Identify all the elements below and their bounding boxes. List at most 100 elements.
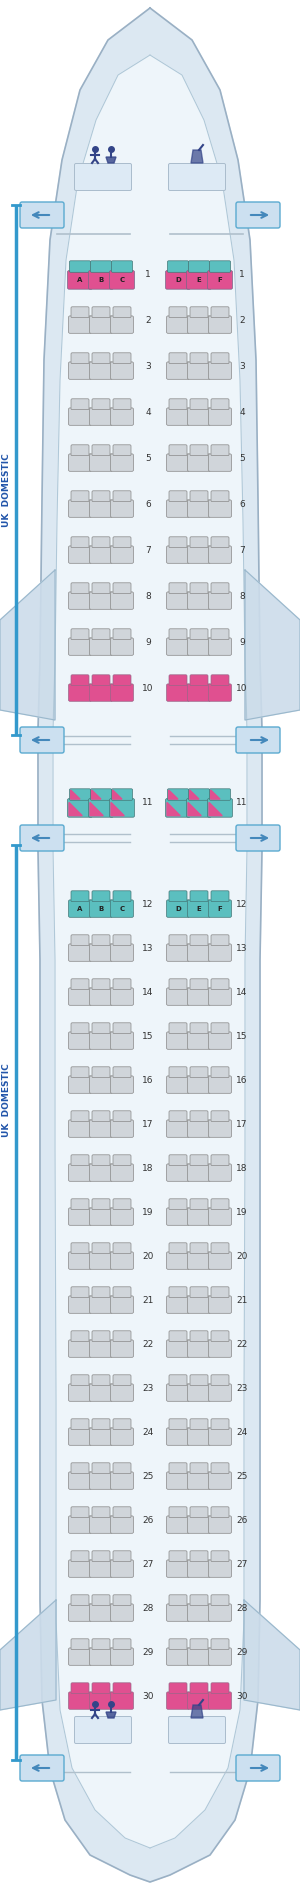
FancyBboxPatch shape (188, 637, 211, 656)
Polygon shape (191, 151, 203, 162)
FancyBboxPatch shape (113, 1287, 131, 1297)
FancyBboxPatch shape (167, 1120, 190, 1137)
FancyBboxPatch shape (211, 1463, 229, 1474)
Text: 4: 4 (145, 407, 151, 417)
FancyBboxPatch shape (190, 490, 208, 501)
FancyBboxPatch shape (208, 1472, 232, 1489)
Text: 18: 18 (142, 1163, 154, 1172)
Polygon shape (106, 156, 116, 162)
FancyBboxPatch shape (208, 1076, 232, 1093)
FancyBboxPatch shape (110, 1561, 134, 1578)
FancyBboxPatch shape (68, 1252, 92, 1269)
FancyBboxPatch shape (190, 1419, 208, 1429)
FancyBboxPatch shape (211, 1199, 229, 1210)
FancyBboxPatch shape (89, 944, 112, 961)
FancyBboxPatch shape (71, 1110, 89, 1122)
FancyBboxPatch shape (190, 1156, 208, 1165)
FancyBboxPatch shape (236, 202, 280, 228)
FancyBboxPatch shape (188, 1163, 211, 1182)
FancyBboxPatch shape (190, 307, 208, 317)
Text: D: D (175, 905, 181, 912)
FancyBboxPatch shape (167, 547, 190, 564)
FancyBboxPatch shape (92, 675, 110, 686)
FancyBboxPatch shape (68, 799, 92, 818)
FancyBboxPatch shape (169, 582, 187, 594)
Text: 14: 14 (142, 988, 154, 997)
FancyBboxPatch shape (167, 500, 190, 516)
FancyBboxPatch shape (110, 1693, 134, 1710)
Text: 8: 8 (145, 592, 151, 601)
FancyBboxPatch shape (68, 547, 92, 564)
Text: 23: 23 (236, 1384, 248, 1393)
FancyBboxPatch shape (188, 1516, 211, 1533)
Text: E: E (196, 905, 201, 912)
FancyBboxPatch shape (71, 1067, 89, 1078)
FancyBboxPatch shape (167, 592, 190, 609)
FancyBboxPatch shape (169, 490, 187, 501)
FancyBboxPatch shape (71, 1374, 89, 1385)
FancyBboxPatch shape (208, 1384, 232, 1401)
Text: 28: 28 (142, 1604, 154, 1612)
Polygon shape (106, 1712, 116, 1717)
Text: 11: 11 (142, 797, 154, 807)
FancyBboxPatch shape (92, 1067, 110, 1078)
FancyBboxPatch shape (89, 500, 112, 516)
FancyBboxPatch shape (92, 1551, 110, 1561)
FancyBboxPatch shape (92, 582, 110, 594)
FancyBboxPatch shape (113, 1683, 131, 1693)
FancyBboxPatch shape (89, 1163, 112, 1182)
FancyBboxPatch shape (211, 935, 229, 946)
FancyBboxPatch shape (167, 1561, 190, 1578)
FancyBboxPatch shape (166, 271, 190, 288)
FancyBboxPatch shape (211, 1110, 229, 1122)
FancyBboxPatch shape (209, 788, 231, 801)
FancyBboxPatch shape (20, 1755, 64, 1781)
FancyBboxPatch shape (68, 1120, 92, 1137)
Polygon shape (53, 55, 247, 1847)
FancyBboxPatch shape (71, 1287, 89, 1297)
FancyBboxPatch shape (113, 1506, 131, 1517)
FancyBboxPatch shape (208, 1647, 232, 1664)
FancyBboxPatch shape (211, 630, 229, 639)
FancyBboxPatch shape (71, 1463, 89, 1474)
FancyBboxPatch shape (113, 1024, 131, 1033)
FancyBboxPatch shape (71, 490, 89, 501)
FancyBboxPatch shape (190, 675, 208, 686)
FancyBboxPatch shape (113, 537, 131, 549)
FancyBboxPatch shape (169, 445, 187, 456)
Text: 5: 5 (239, 454, 245, 462)
FancyBboxPatch shape (208, 684, 232, 701)
FancyBboxPatch shape (91, 260, 112, 271)
FancyBboxPatch shape (169, 1683, 187, 1693)
Text: 10: 10 (142, 684, 154, 692)
FancyBboxPatch shape (68, 1604, 92, 1621)
Text: 3: 3 (145, 362, 151, 371)
FancyBboxPatch shape (208, 407, 232, 426)
FancyBboxPatch shape (92, 1374, 110, 1385)
FancyBboxPatch shape (208, 1429, 232, 1446)
FancyBboxPatch shape (110, 1163, 134, 1182)
FancyBboxPatch shape (110, 500, 134, 516)
FancyBboxPatch shape (211, 1374, 229, 1385)
FancyBboxPatch shape (167, 1384, 190, 1401)
FancyBboxPatch shape (92, 892, 110, 901)
FancyBboxPatch shape (209, 260, 231, 271)
FancyBboxPatch shape (188, 1076, 211, 1093)
FancyBboxPatch shape (113, 445, 131, 456)
Text: 20: 20 (236, 1252, 248, 1261)
FancyBboxPatch shape (89, 988, 112, 1005)
FancyBboxPatch shape (92, 1331, 110, 1342)
Text: 1: 1 (239, 270, 245, 279)
FancyBboxPatch shape (208, 1252, 232, 1269)
FancyBboxPatch shape (110, 547, 134, 564)
Text: 24: 24 (142, 1427, 154, 1436)
Text: 5: 5 (145, 454, 151, 462)
FancyBboxPatch shape (188, 1647, 211, 1664)
Text: 17: 17 (142, 1120, 154, 1129)
FancyBboxPatch shape (208, 1031, 232, 1050)
FancyBboxPatch shape (92, 307, 110, 317)
FancyBboxPatch shape (112, 788, 133, 801)
FancyBboxPatch shape (113, 978, 131, 990)
FancyBboxPatch shape (167, 899, 190, 918)
Polygon shape (188, 803, 201, 816)
